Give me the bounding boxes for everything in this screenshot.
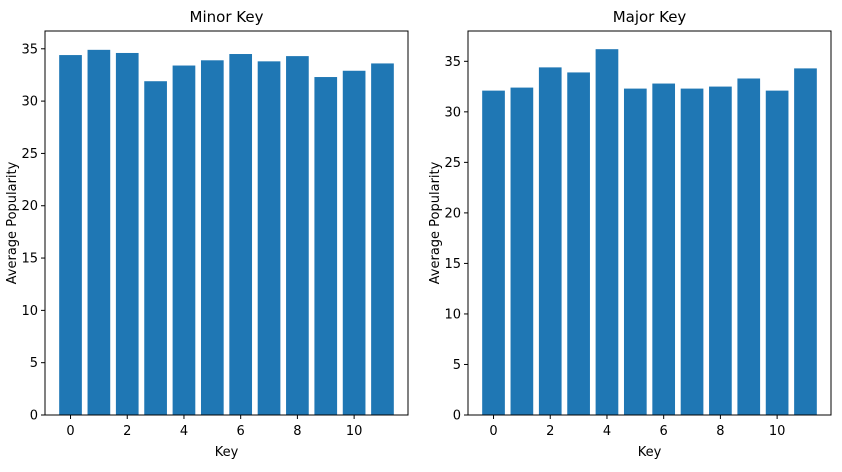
bar-key-0 bbox=[482, 90, 505, 415]
y-tick-label: 20 bbox=[21, 199, 38, 214]
bar-key-3 bbox=[567, 72, 590, 415]
y-tick-label: 30 bbox=[444, 105, 461, 120]
x-tick-label: 4 bbox=[180, 424, 188, 439]
y-tick-label: 15 bbox=[21, 252, 38, 267]
bar-key-0 bbox=[59, 55, 82, 415]
y-tick-label: 0 bbox=[453, 409, 461, 424]
bar-key-4 bbox=[595, 49, 619, 415]
bar-key-8 bbox=[286, 56, 309, 415]
y-tick-label: 10 bbox=[21, 304, 38, 319]
y-tick-label: 25 bbox=[21, 147, 38, 162]
bar-key-5 bbox=[200, 60, 224, 416]
x-axis-label: Key bbox=[215, 445, 239, 460]
plot-frame bbox=[44, 30, 409, 416]
bar-key-11 bbox=[794, 68, 817, 416]
y-tick-label: 15 bbox=[444, 257, 461, 272]
bar-key-11 bbox=[371, 63, 394, 415]
x-tick-label: 8 bbox=[293, 424, 301, 439]
x-axis-label: Key bbox=[638, 445, 662, 460]
y-axis-label: Average Popularity bbox=[428, 161, 443, 284]
y-tick-label: 0 bbox=[30, 409, 38, 424]
x-tick-label: 6 bbox=[237, 424, 245, 439]
bar-key-1 bbox=[87, 49, 111, 415]
bar-key-2 bbox=[115, 52, 139, 416]
y-tick-label: 35 bbox=[21, 42, 38, 57]
x-tick-label: 0 bbox=[66, 424, 74, 439]
bar-key-7 bbox=[680, 88, 704, 415]
bar-key-10 bbox=[342, 70, 366, 415]
bar-key-5 bbox=[623, 88, 647, 415]
bar-key-2 bbox=[538, 67, 562, 416]
bar-key-10 bbox=[765, 90, 789, 415]
bar-key-1 bbox=[510, 87, 534, 415]
bar-key-3 bbox=[144, 81, 167, 415]
y-tick-label: 10 bbox=[444, 307, 461, 322]
x-tick-label: 10 bbox=[769, 424, 786, 439]
minor-key-chart: Minor Key Average Popularity Key 0 5 10 15 2… bbox=[5, 8, 409, 460]
x-tick-label: 10 bbox=[346, 424, 363, 439]
chart-title: Minor Key bbox=[190, 8, 264, 26]
x-tick-label: 4 bbox=[603, 424, 611, 439]
y-tick-label: 25 bbox=[444, 156, 461, 171]
x-tick-label: 6 bbox=[660, 424, 668, 439]
x-tick-label: 8 bbox=[716, 424, 724, 439]
y-tick-label: 20 bbox=[444, 206, 461, 221]
y-tick-label: 5 bbox=[30, 356, 38, 371]
bar-key-9 bbox=[314, 77, 338, 415]
bar-key-4 bbox=[172, 65, 196, 415]
y-axis-label: Average Popularity bbox=[5, 161, 20, 284]
bar-key-6 bbox=[229, 54, 253, 415]
y-tick-label: 5 bbox=[453, 358, 461, 373]
major-key-chart: Major Key Average Popularity Key 0 5 10 15 2… bbox=[428, 8, 832, 460]
bar-key-9 bbox=[737, 78, 761, 415]
bar-key-8 bbox=[709, 86, 732, 415]
y-tick-label: 30 bbox=[21, 95, 38, 110]
x-tick-label: 0 bbox=[489, 424, 497, 439]
bar-key-7 bbox=[257, 61, 281, 415]
plot-frame bbox=[467, 30, 832, 416]
x-tick-label: 2 bbox=[123, 424, 131, 439]
chart-title: Major Key bbox=[613, 8, 687, 26]
y-tick-label: 35 bbox=[444, 55, 461, 70]
x-tick-label: 2 bbox=[546, 424, 554, 439]
bar-key-6 bbox=[652, 83, 676, 416]
